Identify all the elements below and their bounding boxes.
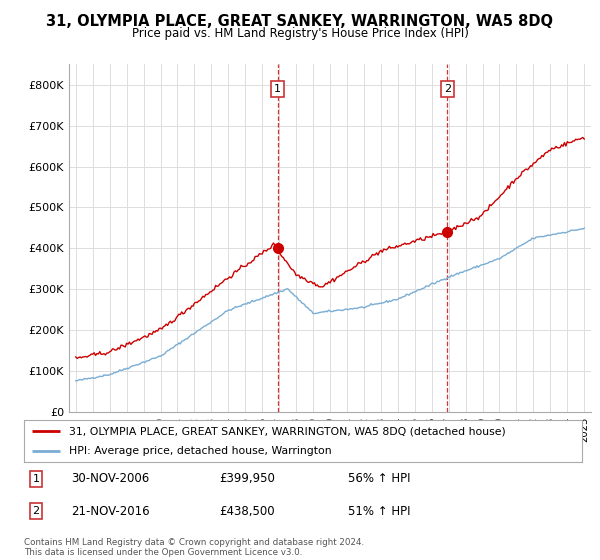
- Text: 31, OLYMPIA PLACE, GREAT SANKEY, WARRINGTON, WA5 8DQ: 31, OLYMPIA PLACE, GREAT SANKEY, WARRING…: [47, 14, 554, 29]
- Text: 1: 1: [32, 474, 40, 484]
- Text: 2: 2: [443, 84, 451, 94]
- Text: 30-NOV-2006: 30-NOV-2006: [71, 473, 149, 486]
- Text: 2: 2: [32, 506, 40, 516]
- Text: 56% ↑ HPI: 56% ↑ HPI: [347, 473, 410, 486]
- Text: £399,950: £399,950: [220, 473, 275, 486]
- Text: 31, OLYMPIA PLACE, GREAT SANKEY, WARRINGTON, WA5 8DQ (detached house): 31, OLYMPIA PLACE, GREAT SANKEY, WARRING…: [68, 426, 505, 436]
- Text: Contains HM Land Registry data © Crown copyright and database right 2024.
This d: Contains HM Land Registry data © Crown c…: [24, 538, 364, 557]
- Text: 51% ↑ HPI: 51% ↑ HPI: [347, 505, 410, 517]
- Text: £438,500: £438,500: [220, 505, 275, 517]
- Text: 1: 1: [274, 84, 281, 94]
- Text: HPI: Average price, detached house, Warrington: HPI: Average price, detached house, Warr…: [68, 446, 331, 456]
- Text: Price paid vs. HM Land Registry's House Price Index (HPI): Price paid vs. HM Land Registry's House …: [131, 27, 469, 40]
- Text: 21-NOV-2016: 21-NOV-2016: [71, 505, 150, 517]
